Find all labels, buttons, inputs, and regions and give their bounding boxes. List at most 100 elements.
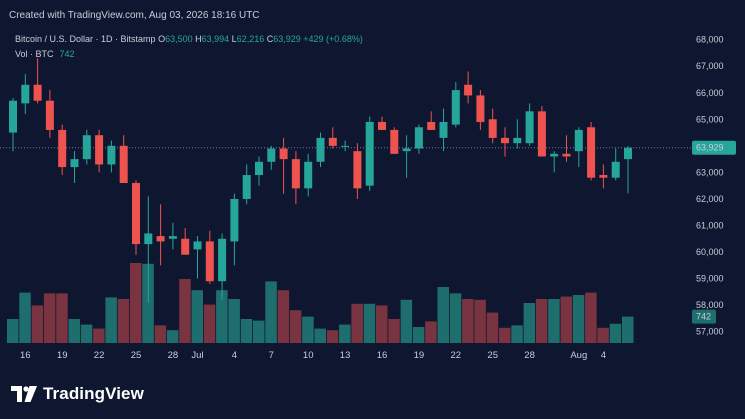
x-tick-label: 16 — [20, 350, 31, 361]
volume-bar — [412, 327, 425, 343]
x-tick-label: 16 — [377, 350, 388, 361]
candle-body — [476, 95, 485, 122]
x-tick-label: 28 — [524, 350, 535, 361]
candle-body — [365, 121, 374, 186]
brand-name: TradingView — [43, 384, 144, 403]
y-tick-label: 58,000 — [696, 300, 724, 310]
candle-body — [525, 111, 534, 144]
volume-bar — [560, 296, 572, 343]
tradingview-brand[interactable]: TradingView — [11, 383, 144, 405]
x-tick-label: 7 — [269, 350, 274, 361]
volume-bar — [535, 299, 548, 343]
volume-bar — [326, 330, 339, 343]
chart-caption: Created with TradingView.com, Aug 03, 20… — [9, 10, 260, 21]
volume-bar — [105, 297, 117, 343]
open-value: 63,500 — [165, 34, 193, 44]
volume-bar — [474, 299, 486, 343]
high-label: H — [195, 34, 202, 44]
low-label: L — [231, 34, 237, 44]
volume-bar — [523, 303, 536, 343]
candle-body — [488, 119, 497, 138]
y-tick-label: 68,000 — [696, 35, 724, 45]
candle-body — [353, 151, 362, 189]
volume-bar — [7, 319, 19, 343]
candle-body — [119, 145, 128, 184]
open-label: O — [158, 34, 166, 44]
candle-body — [107, 145, 116, 165]
volume-bar — [154, 325, 167, 343]
candle-body — [513, 137, 522, 144]
volume-bar — [351, 303, 363, 343]
candle-body — [562, 153, 571, 157]
candle-body — [255, 161, 263, 176]
close-label: C — [266, 34, 274, 44]
candle-body — [168, 236, 177, 239]
x-tick-label: 10 — [303, 350, 314, 361]
candle-body — [95, 135, 104, 165]
candle-body — [132, 183, 140, 245]
volume-bar — [462, 299, 474, 343]
y-tick-label: 62,000 — [696, 194, 724, 204]
volume-bar — [572, 295, 585, 343]
x-tick-label: 25 — [487, 350, 498, 361]
volume-bar — [314, 328, 326, 343]
volume-bar — [166, 330, 179, 343]
symbol-label: Bitcoin / U.S. Dollar · 1D · Bitstamp — [15, 34, 156, 44]
volume-bar — [265, 281, 277, 343]
x-tick-label: 4 — [601, 350, 606, 361]
volume-bar — [179, 279, 191, 343]
x-tick-label: 19 — [414, 350, 425, 361]
ohlc-legend: Bitcoin / U.S. Dollar · 1D · Bitstamp O6… — [15, 34, 363, 44]
volume-bar — [277, 290, 290, 343]
volume-badge-label: 742 — [696, 312, 711, 322]
tradingview-logo-icon — [11, 386, 37, 402]
volume-label: Vol · BTC — [15, 49, 54, 59]
close-value: 63,929 — [273, 34, 301, 44]
volume-bar — [203, 304, 216, 343]
candle-body — [230, 198, 239, 242]
candle-body — [304, 161, 313, 189]
candle-body — [624, 147, 632, 160]
volume-bar — [117, 299, 130, 343]
candle-body — [550, 153, 559, 157]
volume-bar — [80, 324, 93, 343]
y-axis: 68,00067,00066,00065,00064,00063,00062,0… — [696, 35, 724, 337]
candle-body — [144, 233, 153, 245]
volume-bar — [130, 263, 142, 343]
candle-body — [316, 137, 325, 162]
x-tick-label: Aug — [570, 350, 587, 361]
candle-body — [390, 129, 399, 154]
change-value: +429 (+0.68%) — [303, 34, 363, 44]
candle-body — [537, 111, 546, 157]
volume-bar — [622, 316, 634, 343]
volume-badge-bg — [692, 309, 716, 324]
candle-body — [328, 137, 337, 146]
volume-bar — [486, 312, 499, 343]
volume-bar — [437, 287, 449, 343]
candle-body — [205, 241, 214, 282]
volume-bar — [400, 299, 413, 343]
x-tick-label: 22 — [94, 350, 105, 361]
volume-bar — [548, 299, 560, 343]
candle-body — [427, 121, 436, 130]
volume-bar — [253, 320, 265, 343]
y-tick-label: 65,000 — [696, 114, 724, 124]
volume-bar — [289, 310, 302, 343]
volume-bar — [597, 327, 609, 343]
volume-bars — [7, 263, 634, 343]
x-tick-label: 25 — [131, 350, 142, 361]
x-tick-label: 28 — [168, 350, 179, 361]
volume-bar — [339, 324, 351, 343]
low-value: 62,216 — [236, 34, 265, 44]
candle-body — [82, 135, 91, 160]
volume-bar — [228, 299, 240, 343]
volume-bar — [609, 323, 622, 343]
candle-body — [501, 137, 509, 144]
volume-bar — [56, 293, 68, 343]
candles — [9, 58, 632, 303]
candle-body — [242, 175, 251, 199]
volume-bar — [240, 319, 253, 343]
x-axis: 16 19 22 25 28 Jul 4 7 10 13 16 19 22 25 28 Aug 4 — [20, 350, 606, 361]
candle-body — [45, 100, 54, 130]
